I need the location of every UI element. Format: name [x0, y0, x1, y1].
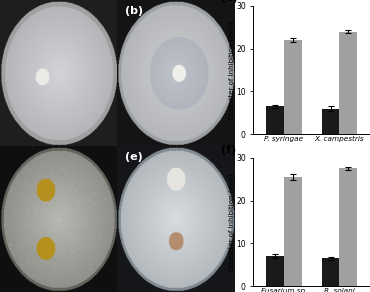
Bar: [339, 32, 357, 134]
Bar: [266, 107, 284, 134]
Bar: [322, 109, 339, 134]
Text: (b): (b): [125, 6, 142, 16]
Y-axis label: Diameter of Inhibition (mm): Diameter of Inhibition (mm): [228, 21, 235, 119]
Bar: [322, 258, 339, 286]
Y-axis label: Diameter of Inhibition (mm): Diameter of Inhibition (mm): [228, 173, 235, 271]
Bar: [266, 256, 284, 286]
Bar: [284, 40, 302, 134]
Text: (e): (e): [125, 152, 142, 162]
Text: (f): (f): [221, 145, 236, 155]
Text: (c): (c): [221, 0, 238, 3]
Bar: [284, 177, 302, 286]
Bar: [339, 168, 357, 286]
